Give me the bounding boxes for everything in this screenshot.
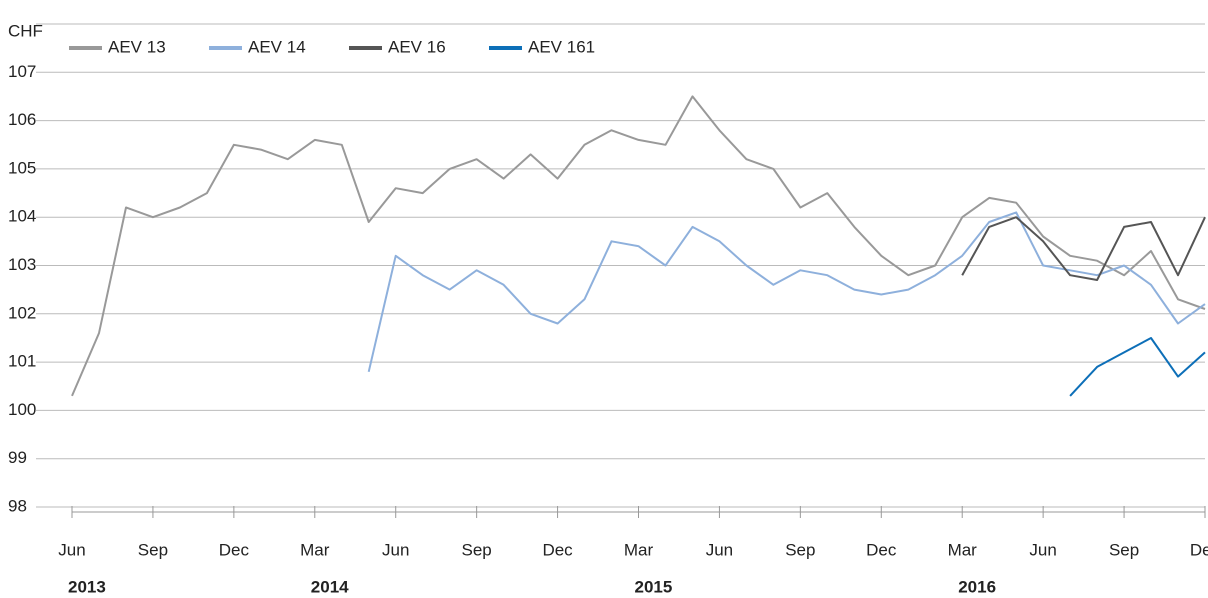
legend-label: AEV 16 [388, 37, 446, 56]
legend-label: AEV 14 [248, 37, 306, 56]
x-tick-label: Jun [58, 540, 85, 559]
y-tick-label: 99 [8, 448, 27, 467]
x-tick-label: Dec [1190, 540, 1208, 559]
x-tick-label: Dec [219, 540, 250, 559]
series-line [367, 211, 1206, 373]
x-tick-label: Sep [138, 540, 168, 559]
x-tick-label: Dec [866, 540, 897, 559]
y-tick-label: 105 [8, 158, 36, 177]
x-tick-label: Sep [462, 540, 492, 559]
x-tick-label: Jun [1029, 540, 1056, 559]
y-tick-label: 102 [8, 303, 36, 322]
series-line [961, 216, 1206, 281]
y-tick-label: 107 [8, 62, 36, 81]
y-tick-label: 106 [8, 110, 36, 129]
year-label: 2015 [635, 577, 673, 596]
x-tick-label: Sep [1109, 540, 1139, 559]
x-tick-label: Jun [706, 540, 733, 559]
y-tick-label: 101 [8, 352, 36, 371]
y-tick-label: 98 [8, 496, 27, 515]
legend-label: AEV 13 [108, 37, 166, 56]
x-tick-label: Sep [785, 540, 815, 559]
y-unit-label: CHF [8, 21, 43, 40]
year-label: 2014 [311, 577, 349, 596]
x-tick-label: Jun [382, 540, 409, 559]
y-tick-label: 103 [8, 255, 36, 274]
year-label: 2013 [68, 577, 106, 596]
x-tick-label: Mar [624, 540, 654, 559]
year-label: 2016 [958, 577, 996, 596]
legend-label: AEV 161 [528, 37, 595, 56]
y-tick-label: 104 [8, 207, 36, 226]
series-line [1069, 337, 1206, 397]
x-tick-label: Mar [300, 540, 330, 559]
x-tick-label: Dec [542, 540, 573, 559]
x-tick-label: Mar [948, 540, 978, 559]
series-line [71, 95, 1206, 397]
y-tick-label: 100 [8, 400, 36, 419]
